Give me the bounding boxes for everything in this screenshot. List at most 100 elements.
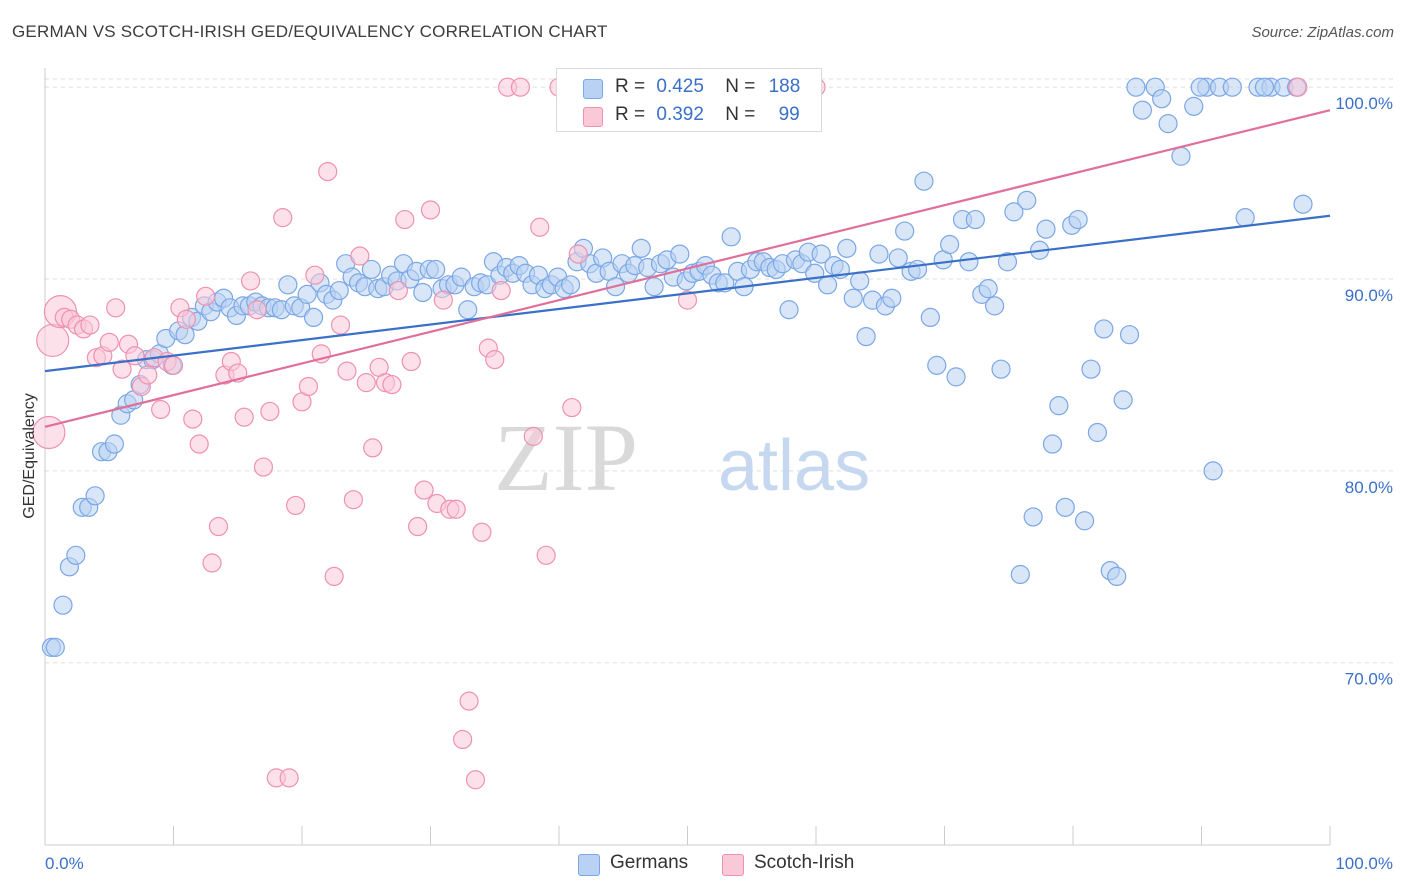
- germans-point: [837, 238, 857, 258]
- germans-point: [907, 259, 928, 280]
- germans-point: [997, 252, 1018, 272]
- germans-point: [1152, 89, 1172, 109]
- germans-point: [1190, 77, 1210, 97]
- scotch-irish-point: [408, 516, 428, 537]
- germans-point: [303, 307, 324, 328]
- germans-point: [1171, 146, 1191, 166]
- germans-point: [1004, 202, 1024, 222]
- scotch-irish-point: [234, 407, 254, 427]
- scotch-irish-point: [305, 265, 325, 285]
- germans-point: [1042, 434, 1063, 454]
- germans-point: [721, 227, 741, 247]
- germans-point: [940, 234, 960, 255]
- y-axis-title: GED/Equivalency: [21, 393, 38, 518]
- germans-point: [843, 288, 863, 308]
- scotch-irish-point: [196, 286, 216, 306]
- legend-row-scotch-irish: R = 0.392 N = 99: [557, 101, 821, 131]
- scotch-irish-point: [260, 401, 280, 422]
- legend: R = 0.425 N = 188 R = 0.392 N = 99: [556, 68, 822, 132]
- scotch-irish-point: [363, 438, 383, 458]
- scotch-irish-point: [414, 480, 434, 500]
- scotch-irish-point: [350, 246, 370, 266]
- scotch-irish-point: [356, 373, 376, 393]
- scotch-irish-point: [523, 426, 543, 446]
- germans-point: [66, 545, 86, 565]
- germans-point: [1254, 77, 1275, 97]
- legend-row-germans: R = 0.425 N = 188: [557, 73, 821, 103]
- scotch-irish-points: [32, 77, 1308, 790]
- legend-swatch-germans: [583, 79, 603, 99]
- bottom-legend-swatch-scotch-irish: [722, 854, 744, 876]
- germans-point: [670, 244, 690, 264]
- scotch-irish-point: [1288, 77, 1308, 97]
- germans-point: [1081, 359, 1101, 379]
- scotch-irish-point: [318, 162, 338, 182]
- germans-point: [45, 637, 65, 657]
- scotch-irish-point: [189, 434, 209, 454]
- germans-point: [560, 275, 581, 295]
- germans-point: [1036, 219, 1056, 239]
- germans-point: [1203, 461, 1223, 481]
- germans-point: [978, 279, 998, 299]
- scotch-irish-point: [472, 522, 492, 542]
- germans-trend-line: [44, 214, 1331, 373]
- germans-point: [1087, 422, 1108, 443]
- y-tick-labels: 70.0% 80.0% 90.0% 100.0%: [1335, 94, 1393, 689]
- scotch-irish-point: [388, 280, 408, 301]
- y-tick-label: 90.0%: [1345, 286, 1393, 305]
- germans-point: [1107, 566, 1127, 587]
- germans-point: [1010, 564, 1030, 585]
- germans-point: [1113, 390, 1133, 410]
- scotch-irish-point: [151, 399, 171, 420]
- scotch-irish-point: [568, 244, 588, 264]
- germans-point: [104, 434, 124, 454]
- legend-n-scotch-irish: 99: [778, 104, 800, 125]
- scotch-irish-point: [253, 457, 274, 477]
- scotch-irish-point: [202, 553, 222, 573]
- scotch-irish-point: [99, 332, 119, 352]
- watermark-atlas: atlas: [718, 426, 870, 506]
- germans-point: [1049, 396, 1069, 416]
- germans-point: [1094, 319, 1114, 339]
- scotch-irish-point: [510, 77, 531, 97]
- bottom-legend-label-germans: Germans: [610, 852, 689, 873]
- scotch-irish-point: [453, 729, 473, 750]
- scotch-irish-point: [677, 290, 698, 310]
- germans-point: [631, 238, 651, 258]
- bottom-legend-swatch-germans: [578, 854, 600, 876]
- scotch-irish-point: [176, 309, 196, 329]
- scotch-irish-trend-line: [44, 109, 1331, 428]
- germans-point: [850, 271, 870, 291]
- legend-r-label: R =: [615, 104, 646, 125]
- germans-point: [856, 326, 876, 347]
- legend-swatch-scotch-irish: [583, 107, 603, 127]
- scotch-irish-point: [491, 280, 511, 301]
- x-ticks: [44, 826, 1331, 845]
- y-tick-label: 100.0%: [1335, 94, 1393, 113]
- scotch-irish-point: [420, 200, 441, 220]
- germans-point: [1158, 114, 1178, 134]
- germans-point: [779, 300, 799, 320]
- scotch-irish-point: [343, 490, 363, 510]
- germans-point: [1119, 325, 1140, 345]
- scotch-irish-point: [324, 566, 344, 587]
- germans-point: [920, 307, 940, 328]
- watermark-zip: ZIP: [494, 404, 638, 511]
- legend-n-germans: 188: [768, 76, 801, 97]
- scotch-irish-point: [241, 271, 261, 291]
- germans-point: [451, 267, 471, 287]
- legend-n-label: N =: [725, 76, 756, 97]
- scotch-irish-point: [433, 290, 453, 310]
- germans-point: [1132, 100, 1152, 120]
- germans-point: [85, 486, 105, 506]
- germans-point: [1074, 511, 1095, 531]
- germans-point: [297, 284, 317, 304]
- germans-points: [41, 77, 1313, 657]
- germans-point: [1235, 208, 1255, 228]
- y-tick-label: 80.0%: [1345, 478, 1393, 497]
- germans-point: [985, 296, 1005, 316]
- germans-point: [991, 359, 1011, 379]
- scotch-irish-point: [183, 409, 203, 429]
- germans-point: [959, 252, 979, 272]
